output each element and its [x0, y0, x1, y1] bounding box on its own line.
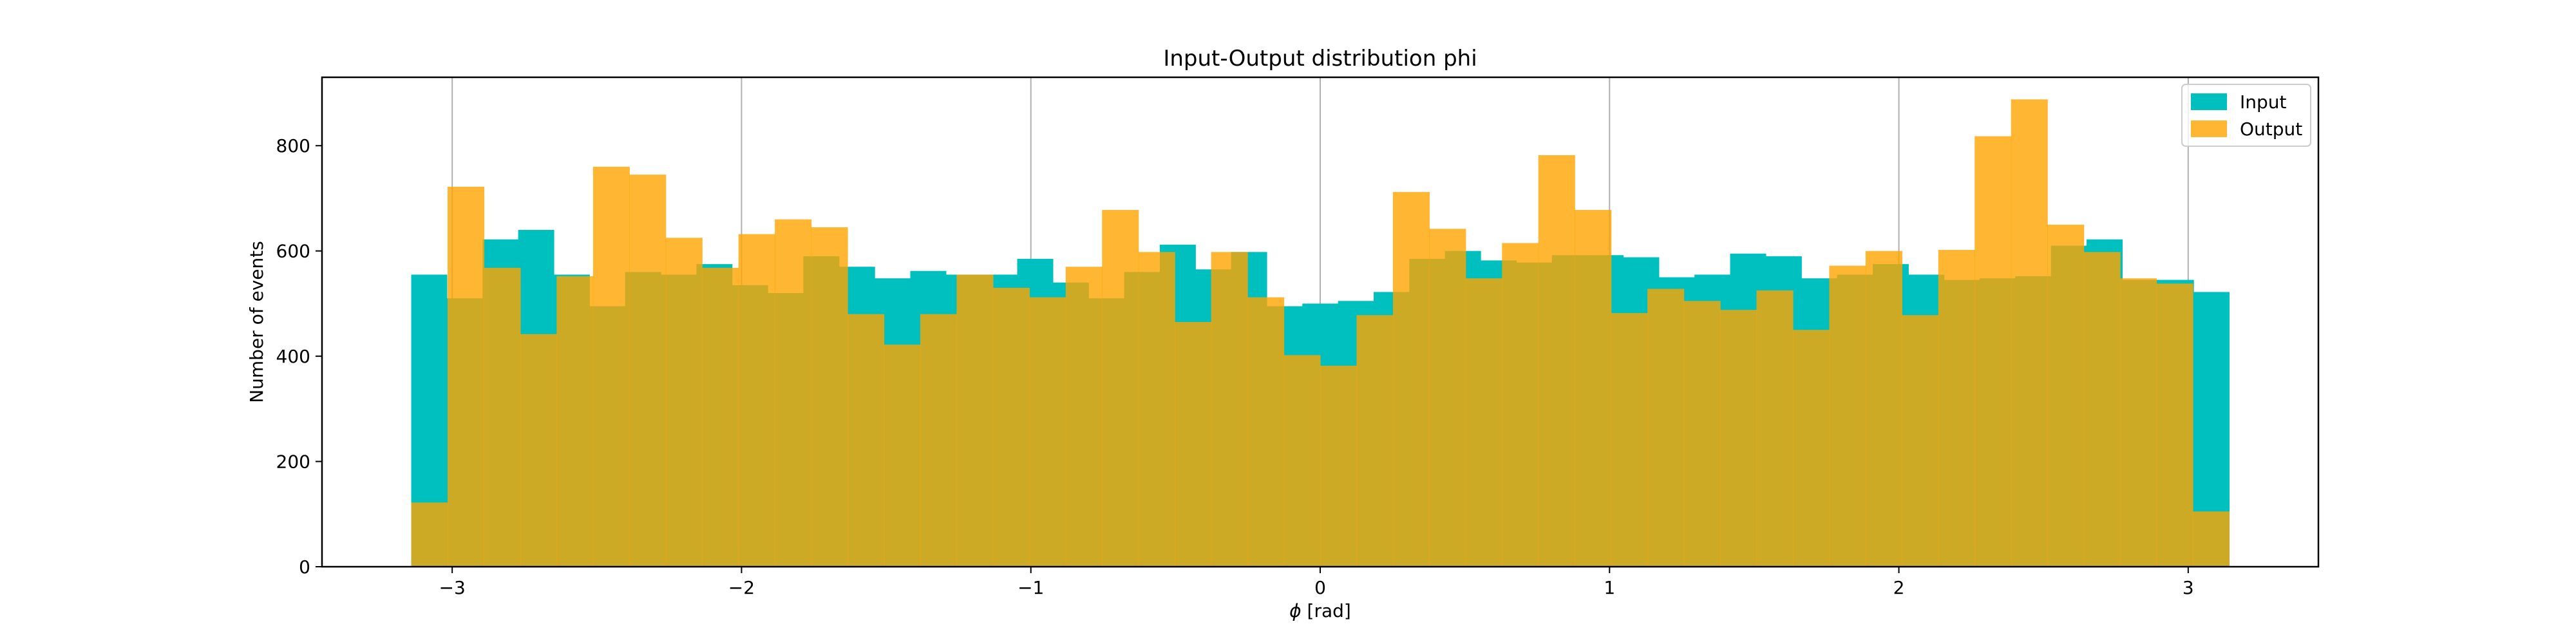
output-bar-29 [1465, 278, 1502, 567]
output-bar-42 [1938, 250, 1975, 567]
output-bar-2 [484, 267, 521, 567]
output-bar-46 [2083, 252, 2121, 567]
y-axis-ticks: 0 200 400 600 800 [276, 135, 322, 578]
output-bar-0 [411, 502, 448, 567]
output-bar-6 [629, 175, 667, 567]
output-bar-15 [956, 274, 994, 567]
output-bar-26 [1356, 315, 1394, 567]
output-bar-16 [992, 287, 1030, 567]
legend-input-label: Input [2240, 91, 2287, 113]
output-bar-37 [1756, 290, 1794, 567]
x-tick-label-6: 3 [2183, 577, 2194, 598]
output-bar-28 [1429, 229, 1466, 567]
output-bar-11 [811, 227, 848, 567]
output-bar-12 [848, 314, 885, 567]
output-bar-5 [592, 166, 630, 567]
output-bar-19 [1102, 209, 1139, 567]
output-bar-14 [920, 314, 958, 567]
output-bars [411, 99, 2230, 567]
output-bar-43 [1975, 136, 2012, 567]
chart-title: Input-Output distribution phi [1163, 46, 1477, 71]
output-bar-49 [2192, 511, 2230, 567]
output-bar-48 [2156, 283, 2193, 567]
output-bar-21 [1175, 322, 1212, 567]
output-bar-17 [1029, 297, 1066, 567]
x-tick-label-2: −1 [1018, 577, 1044, 598]
output-bar-45 [2047, 224, 2085, 567]
output-bar-23 [1247, 297, 1285, 567]
y-tick-label-3: 600 [276, 241, 310, 262]
x-axis-label: ϕ [rad] [1289, 600, 1351, 621]
output-bar-40 [1865, 251, 1902, 567]
output-bar-8 [702, 267, 739, 567]
output-bar-30 [1502, 243, 1539, 567]
output-bar-47 [2120, 278, 2157, 567]
output-bar-3 [520, 334, 557, 567]
y-tick-label-0: 0 [299, 556, 310, 578]
output-bar-39 [1829, 265, 1866, 567]
output-bar-27 [1392, 192, 1430, 567]
output-bar-41 [1902, 315, 1939, 567]
y-tick-label-4: 800 [276, 135, 310, 156]
output-bar-22 [1211, 252, 1248, 567]
output-bar-9 [738, 234, 775, 567]
x-tick-label-0: −3 [439, 577, 466, 598]
output-bar-44 [2011, 99, 2048, 567]
legend-input-swatch [2191, 93, 2227, 110]
legend-output-label: Output [2240, 118, 2302, 140]
plot-frame [321, 76, 2320, 568]
output-bar-24 [1283, 355, 1321, 567]
output-bar-35 [1683, 301, 1721, 567]
x-tick-label-4: 1 [1604, 577, 1615, 598]
output-bar-13 [884, 345, 921, 567]
legend-output-swatch [2191, 120, 2227, 137]
x-tick-label-5: 2 [1893, 577, 1905, 598]
output-bar-18 [1065, 267, 1103, 567]
output-bar-32 [1575, 209, 1612, 567]
output-bar-7 [665, 238, 703, 567]
output-bar-31 [1538, 155, 1575, 567]
output-bar-34 [1647, 289, 1685, 567]
legend: Input Output [2181, 84, 2311, 147]
x-tick-label-3: 0 [1314, 577, 1326, 598]
output-bar-38 [1792, 330, 1830, 567]
output-bar-33 [1611, 313, 1648, 567]
y-tick-label-2: 400 [276, 346, 310, 367]
x-tick-label-1: −2 [728, 577, 755, 598]
output-bar-36 [1720, 310, 1757, 567]
output-bar-20 [1138, 252, 1175, 567]
output-bar-4 [556, 276, 594, 567]
y-axis-label: Number of events [246, 241, 267, 403]
y-tick-label-1: 200 [276, 451, 310, 473]
output-bar-25 [1320, 365, 1358, 567]
x-axis-ticks: −3 −2 −1 0 1 2 3 [439, 567, 2194, 598]
output-bar-10 [775, 219, 812, 567]
output-bar-1 [448, 186, 485, 567]
